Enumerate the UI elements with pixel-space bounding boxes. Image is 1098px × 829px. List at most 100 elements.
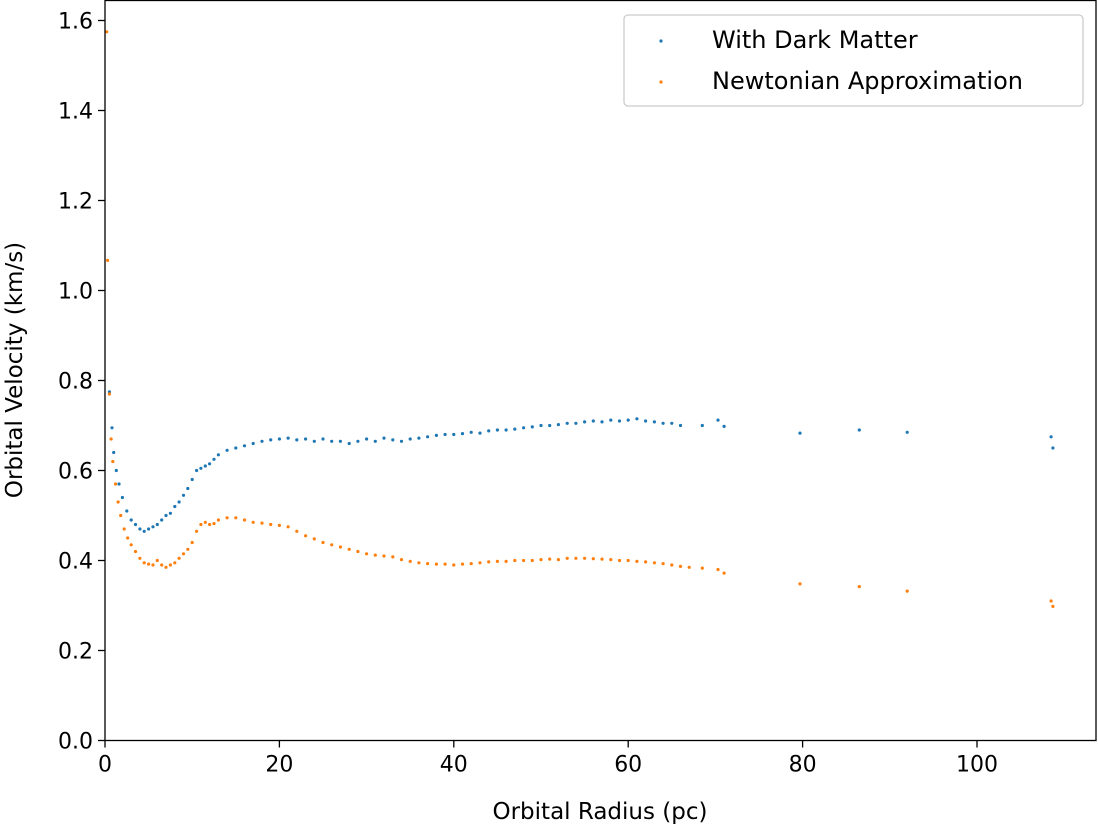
newtonian-approximation-point-85 [700,566,704,570]
legend-marker-with-dark-matter [659,39,663,43]
with-dark-matter-point-65 [548,423,552,428]
newtonian-approximation-point-17 [160,563,164,567]
y-tick-label-2: 0.4 [58,550,93,575]
with-dark-matter-point-79 [670,421,674,425]
newtonian-approximation-point-87 [722,571,726,575]
with-dark-matter-point-13 [155,522,159,527]
newtonian-approximation-point-72 [583,556,587,560]
newtonian-approximation-point-8 [122,527,126,531]
with-dark-matter-point-77 [652,420,657,424]
newtonian-approximation-point-41 [312,537,316,541]
newtonian-approximation-point-34 [251,520,255,524]
with-dark-matter-point-67 [565,421,569,425]
newtonian-approximation-point-25 [195,529,199,533]
with-dark-matter-point-25 [208,462,212,466]
with-dark-matter-point-34 [277,437,281,441]
newtonian-approximation-point-33 [242,518,247,522]
newtonian-approximation-point-69 [556,558,561,562]
with-dark-matter-point-45 [373,439,377,443]
newtonian-approximation-point-57 [452,563,456,567]
with-dark-matter-point-75 [635,417,639,421]
newtonian-approximation-point-49 [382,554,386,558]
points-layer [105,30,1055,609]
y-tick-label-4: 0.8 [58,370,93,395]
legend-label-with-dark-matter: With Dark Matter [712,26,918,54]
with-dark-matter-point-85 [857,428,861,432]
newtonian-approximation-point-66 [530,558,534,563]
y-tick-label-8: 1.6 [58,10,93,35]
with-dark-matter-point-22 [195,468,199,473]
newtonian-approximation-point-15 [151,563,155,567]
with-dark-matter-point-49 [408,437,412,441]
y-tick-label-7: 1.4 [58,100,93,125]
with-dark-matter-point-20 [186,486,190,491]
x-tick-label-3: 60 [614,753,642,778]
x-axis-title: Orbital Radius (pc) [493,799,708,825]
newtonian-approximation-point-23 [186,547,190,551]
legend: With Dark Matter Newtonian Approximation [623,14,1084,107]
newtonian-approximation-point-29 [212,522,216,526]
newtonian-approximation-point-88 [798,582,802,586]
with-dark-matter-point-30 [242,444,247,448]
newtonian-approximation-point-30 [216,518,220,522]
with-dark-matter-point-33 [269,438,273,442]
with-dark-matter-point-0 [107,390,111,394]
newtonian-approximation-point-10 [129,543,133,547]
with-dark-matter-point-84 [798,431,802,435]
newtonian-approximation-point-52 [408,559,412,564]
with-dark-matter-point-26 [212,457,216,461]
with-dark-matter-point-4 [117,482,121,486]
with-dark-matter-point-74 [626,418,630,422]
newtonian-approximation-point-47 [365,552,369,556]
with-dark-matter-point-76 [644,419,648,423]
with-dark-matter-point-63 [530,425,534,429]
with-dark-matter-point-31 [251,441,255,446]
with-dark-matter-point-27 [216,453,220,457]
newtonian-approximation-point-14 [147,562,151,566]
with-dark-matter-point-21 [190,477,194,482]
newtonian-approximation-point-1 [106,258,110,262]
newtonian-approximation-point-77 [626,558,630,563]
newtonian-approximation-point-83 [678,564,683,569]
with-dark-matter-point-82 [716,418,720,422]
with-dark-matter-point-15 [164,513,168,518]
newtonian-approximation-point-73 [591,557,595,561]
newtonian-approximation-point-31 [225,516,229,520]
with-dark-matter-point-61 [513,427,517,431]
newtonian-approximation-point-22 [181,552,186,556]
with-dark-matter-point-28 [225,448,229,452]
with-dark-matter-point-10 [142,529,146,533]
newtonian-approximation-point-79 [644,560,648,564]
newtonian-approximation-point-59 [469,562,473,566]
newtonian-approximation-point-36 [269,522,273,527]
with-dark-matter-point-18 [177,500,181,504]
with-dark-matter-point-39 [321,437,325,441]
y-tick-label-1: 0.2 [58,640,93,665]
newtonian-approximation-point-26 [199,522,203,527]
newtonian-approximation-point-74 [600,557,604,561]
newtonian-approximation-point-4 [111,459,115,464]
with-dark-matter-point-48 [399,439,404,443]
with-dark-matter-point-70 [591,419,595,423]
with-dark-matter-point-2 [112,450,116,455]
newtonian-approximation-point-50 [391,555,395,559]
y-axis-title: Orbital Velocity (km/s) [2,242,28,498]
with-dark-matter-point-78 [661,421,665,425]
newtonian-approximation-point-24 [190,540,194,545]
newtonian-approximation-point-21 [177,556,181,560]
newtonian-approximation-point-19 [168,563,172,567]
with-dark-matter-point-55 [460,432,465,436]
with-dark-matter-point-37 [304,437,308,441]
with-dark-matter-point-17 [173,504,177,509]
newtonian-approximation-point-35 [260,521,264,525]
newtonian-approximation-point-53 [417,561,421,565]
with-dark-matter-point-56 [469,430,473,434]
newtonian-approximation-point-89 [857,585,861,589]
with-dark-matter-point-83 [722,424,726,428]
x-tick-label-5: 100 [956,753,998,778]
with-dark-matter-point-47 [391,438,395,442]
newtonian-approximation-point-58 [460,562,465,566]
newtonian-approximation-point-7 [119,513,123,518]
with-dark-matter-point-60 [504,428,508,432]
